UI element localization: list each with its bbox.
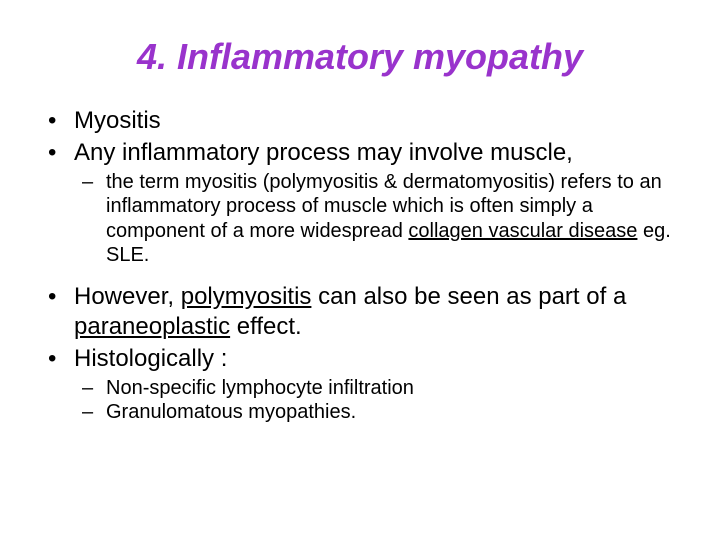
bullet-list-level2: Non-specific lymphocyte infiltration Gra… (40, 376, 680, 425)
bullet-list-level1: However, polymyositis can also be seen a… (40, 282, 680, 374)
list-item: the term myositis (polymyositis & dermat… (40, 170, 680, 268)
list-item: Non-specific lymphocyte infiltration (40, 376, 680, 400)
underlined-text: collagen vascular disease (408, 220, 637, 242)
underlined-text: paraneoplastic (74, 313, 230, 340)
slide-title: 4. Inflammatory myopathy (40, 36, 680, 78)
text-segment: can also be seen as part of a (311, 283, 626, 310)
bullet-list-level1: Myositis Any inflammatory process may in… (40, 106, 680, 168)
text-segment: effect. (230, 313, 302, 340)
list-item: However, polymyositis can also be seen a… (40, 282, 680, 342)
list-item: Granulomatous myopathies. (40, 400, 680, 424)
list-item: Any inflammatory process may involve mus… (40, 138, 680, 168)
list-item: Myositis (40, 106, 680, 136)
list-item: Histologically : (40, 344, 680, 374)
text-segment: However, (74, 283, 181, 310)
underlined-text: polymyositis (181, 283, 312, 310)
bullet-list-level2: the term myositis (polymyositis & dermat… (40, 170, 680, 268)
